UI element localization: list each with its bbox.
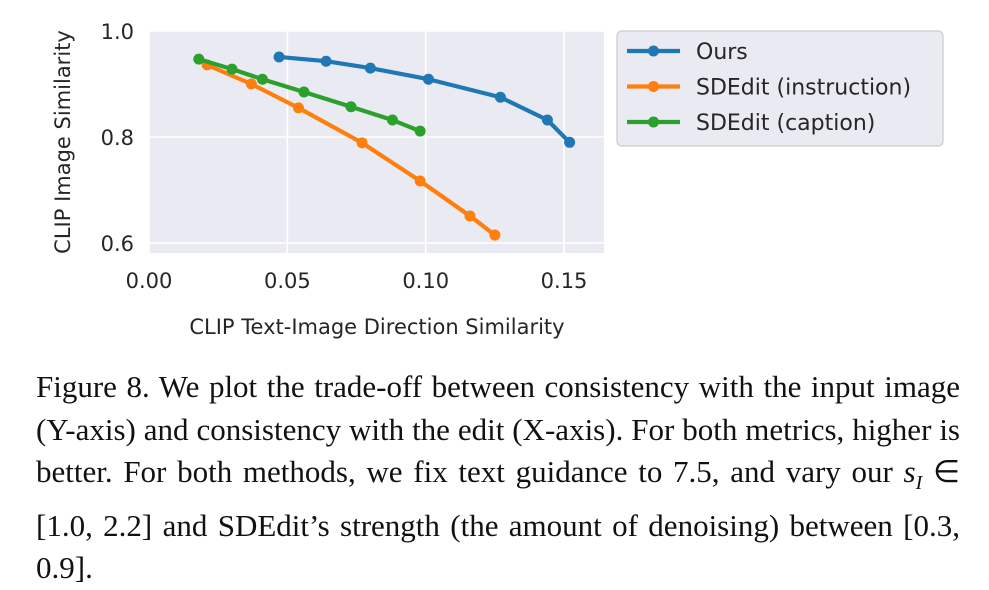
series-sdedit-caption — [193, 53, 426, 137]
data-point — [245, 78, 257, 90]
x-tick-label: 0.15 — [541, 269, 588, 293]
data-point — [256, 73, 268, 85]
y-tick-label: 0.8 — [101, 126, 134, 150]
math-s-i: sI — [903, 454, 923, 495]
data-point — [494, 91, 506, 103]
data-point — [464, 210, 476, 222]
data-point — [564, 136, 576, 148]
data-point — [298, 86, 310, 98]
legend-marker-icon — [648, 81, 659, 92]
data-point — [193, 53, 205, 65]
data-point — [226, 63, 238, 75]
x-axis-ticks: 0.00 0.05 0.10 0.15 — [126, 269, 588, 293]
y-tick-label: 1.0 — [101, 20, 134, 44]
legend-marker-icon — [648, 45, 659, 57]
data-point — [273, 51, 285, 63]
caption-text-2: ∈ [1.0, 2.2] and SDEdit’s strength (the … — [36, 454, 960, 586]
trade-off-chart: 0.00 0.05 0.10 0.15 0.6 0.8 1.0 CLIP Text-Ima… — [51, 20, 944, 339]
data-point — [292, 102, 304, 114]
x-tick-label: 0.10 — [402, 269, 449, 293]
data-point — [356, 137, 368, 149]
caption-text-1: We plot the trade-off between consistenc… — [36, 369, 960, 489]
legend: Ours SDEdit (instruction) SDEdit (caption) — [616, 30, 944, 147]
caption-label: Figure 8. — [36, 369, 150, 404]
series-layer — [193, 51, 576, 241]
legend-marker-icon — [648, 116, 659, 128]
legend-label: Ours — [696, 40, 748, 65]
data-point — [414, 175, 426, 187]
data-point — [345, 101, 357, 113]
data-point — [422, 73, 434, 85]
y-tick-label: 0.6 — [101, 232, 134, 256]
grid-lines — [148, 30, 604, 253]
legend-label: SDEdit (instruction) — [696, 76, 911, 101]
y-axis-label: CLIP Image Similarity — [51, 30, 75, 254]
data-point — [414, 125, 426, 137]
data-point — [320, 55, 332, 67]
data-point — [364, 62, 376, 74]
data-point — [489, 229, 501, 241]
x-tick-label: 0.05 — [264, 269, 311, 293]
legend-label: SDEdit (caption) — [696, 111, 875, 136]
series-ours — [273, 51, 576, 148]
y-axis-ticks: 0.6 0.8 1.0 — [101, 20, 134, 256]
figure-caption: Figure 8. We plot the trade-off between … — [36, 366, 960, 590]
x-axis-label: CLIP Text-Image Direction Similarity — [189, 315, 564, 339]
data-point — [541, 114, 553, 126]
data-point — [386, 114, 398, 126]
legend-box — [616, 30, 944, 147]
x-tick-label: 0.00 — [126, 269, 173, 293]
